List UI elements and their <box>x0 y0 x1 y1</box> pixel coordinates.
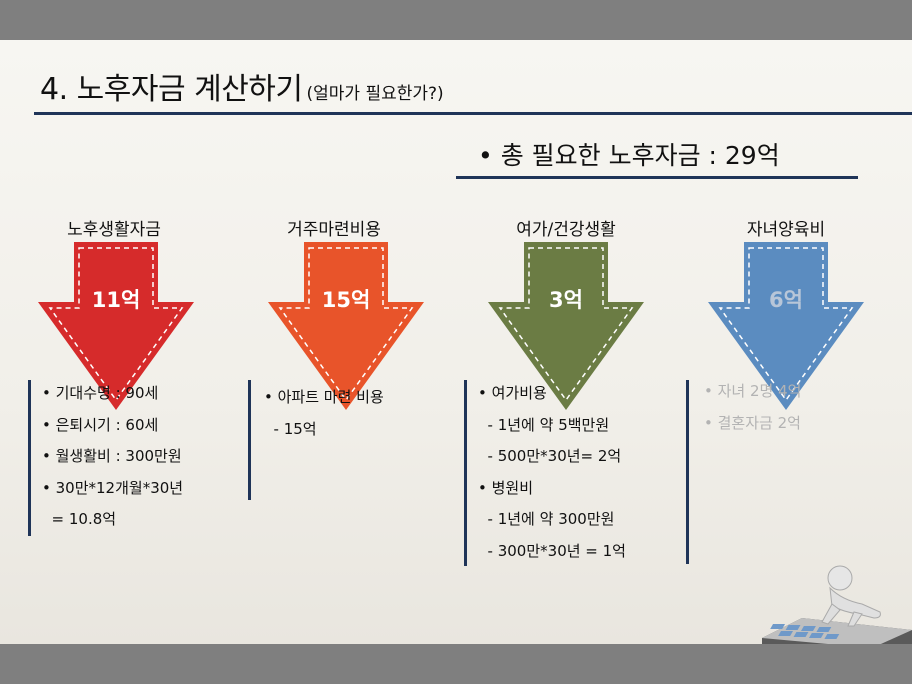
detail-list-living: • 기대수명 : 90세 • 은퇴시기 : 60세 • 월생활비 : 300만원… <box>42 378 183 536</box>
total-underline <box>456 176 858 179</box>
arrow-value-housing: 15억 <box>321 288 371 312</box>
category-label-housing: 거주마련비용 <box>287 220 381 240</box>
detail-list-leisure: • 여가비용 - 1년에 약 5백만원 - 500만*30년= 2억 • 병원비… <box>478 378 626 567</box>
list-item: - 500만*30년= 2억 <box>478 447 622 465</box>
arrow-value-living: 11억 <box>91 288 141 312</box>
column-divider-leisure <box>464 380 467 566</box>
list-item: • 병원비 <box>478 478 534 497</box>
arrow-living: 11억 <box>36 242 196 412</box>
arrow-shape-leisure <box>488 242 644 410</box>
category-label-leisure: 여가/건강생활 <box>516 220 616 240</box>
arrow-shape-housing <box>268 242 424 410</box>
arrow-housing: 15억 <box>266 242 426 412</box>
slide: 4. 노후자금 계산하기 (얼마가 필요한가?) • 총 필요한 노후자금 : 2… <box>0 40 912 644</box>
arrow-value-children: 6억 <box>769 288 803 312</box>
list-item: • 30만*12개월*30년 <box>42 478 184 497</box>
list-item: • 기대수명 : 90세 <box>42 384 159 402</box>
title-main: 4. 노후자금 계산하기 <box>40 72 303 107</box>
list-item: - 15억 <box>264 419 317 438</box>
list-item: • 자녀 2명 4억 <box>704 382 802 400</box>
list-item: • 은퇴시기 : 60세 <box>42 415 159 434</box>
list-item: • 월생활비 : 300만원 <box>42 447 182 465</box>
detail-list-housing: • 아파트 마련 비용 - 15억 <box>264 382 384 445</box>
column-divider-children <box>686 380 689 564</box>
slide-title: 4. 노후자금 계산하기 (얼마가 필요한가?) <box>40 64 444 108</box>
list-item: • 아파트 마련 비용 <box>264 388 384 406</box>
arrow-shape-children <box>708 242 864 410</box>
category-label-children: 자녀양육비 <box>746 220 826 240</box>
total-summary: • 총 필요한 노후자금 : 29억 <box>478 141 780 170</box>
title-underline <box>34 112 912 115</box>
figure-on-calculator-image <box>762 560 912 644</box>
list-item: - 1년에 약 300만원 <box>478 510 615 528</box>
list-item: - 1년에 약 5백만원 <box>478 415 610 434</box>
arrow-leisure: 3억 <box>486 242 646 412</box>
column-divider-living <box>28 380 31 536</box>
detail-list-children: • 자녀 2명 4억 • 결혼자금 2억 <box>704 376 801 439</box>
list-item: • 여가비용 <box>478 384 547 402</box>
category-label-living: 노후생활자금 <box>67 220 161 240</box>
arrow-value-leisure: 3억 <box>549 288 583 312</box>
list-item: - 300만*30년 = 1억 <box>478 541 626 560</box>
list-item: • 결혼자금 2억 <box>704 413 801 432</box>
arrow-children: 6억 <box>706 242 866 412</box>
column-divider-housing <box>248 380 251 500</box>
title-sub: (얼마가 필요한가?) <box>306 84 444 104</box>
arrow-shape-living <box>38 242 194 410</box>
list-item: = 10.8억 <box>42 510 117 528</box>
